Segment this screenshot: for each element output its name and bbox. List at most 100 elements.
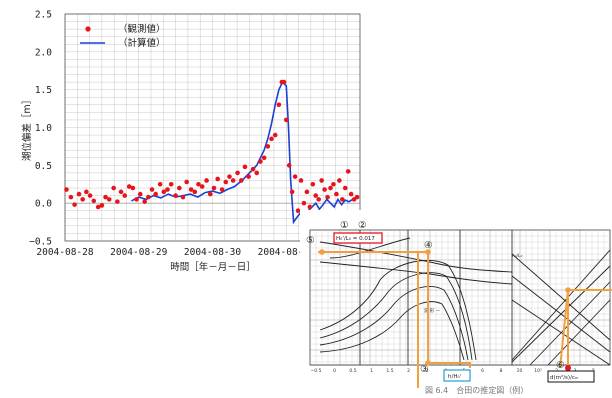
y-tick-label: 0.5 (35, 161, 52, 172)
observed-point (122, 193, 128, 198)
red-parameter-text: H₀'/L₀ = 0.017 (336, 236, 375, 242)
nomogram-curve (319, 272, 473, 361)
observed-point (173, 193, 178, 198)
observed-point (328, 185, 333, 191)
nomogram-curve (511, 299, 611, 366)
callout-1: ① (340, 220, 349, 231)
observed-point (254, 170, 260, 176)
guide-point-3 (425, 360, 431, 366)
nomogram-x-tick: 10 (517, 368, 523, 374)
nomogram-curve (511, 249, 611, 361)
observed-point (295, 208, 301, 214)
guide-point-6 (565, 365, 571, 371)
nomogram-curve (529, 281, 611, 366)
y-tick-label: 2.0 (35, 47, 52, 58)
observed-point (223, 179, 229, 185)
observed-point (111, 185, 116, 191)
observed-point (331, 181, 336, 187)
observed-point (106, 197, 112, 202)
observed-point (340, 197, 345, 202)
blue-parameter-text: h/H₀' (448, 374, 461, 380)
observed-point (72, 202, 77, 207)
observed-point (238, 178, 244, 183)
observed-point (91, 198, 97, 204)
observed-point (146, 194, 151, 200)
nomogram-curves (319, 237, 611, 366)
observed-point (301, 200, 307, 206)
observed-point (322, 187, 327, 192)
x-tick-label: 2004-08-28 (36, 247, 93, 258)
observed-point (161, 189, 167, 195)
callout-5: ⑤ (306, 235, 315, 246)
chart-legend: （観測値） （計算値） (80, 23, 166, 49)
observed-point (261, 155, 267, 161)
observed-point (281, 79, 287, 85)
observed-point (337, 178, 342, 183)
observed-point (137, 191, 143, 197)
guide-point-4 (425, 249, 431, 255)
nomogram-x-tick: −0.5 (311, 368, 322, 374)
observed-point (292, 174, 298, 179)
observed-point (168, 181, 174, 187)
observed-point (354, 194, 360, 200)
nomogram-hint-label: h₀/L₀ (512, 253, 523, 259)
observed-point (298, 178, 304, 183)
y-tick-label: 2.5 (35, 10, 52, 21)
observed-point (316, 197, 322, 202)
legend-label-observed: （観測値） (118, 23, 166, 35)
observed-point (142, 199, 147, 204)
observed-point (192, 189, 198, 195)
observed-point (118, 189, 124, 195)
observed-point (126, 184, 132, 189)
nomogram-hint-label-2: 波 形 — (424, 307, 441, 314)
observed-point (207, 191, 213, 197)
observed-point (157, 181, 163, 187)
observed-point (345, 169, 351, 174)
observed-point (342, 185, 348, 191)
observed-point (230, 178, 236, 183)
legend-label-calculated: （計算値） (118, 37, 166, 49)
y-tick-label: 1.5 (35, 85, 52, 96)
observed-point (304, 189, 310, 195)
legend-marker-observed (85, 26, 91, 32)
y-tick-label: 1.0 (35, 123, 52, 134)
guide-point-right (565, 287, 571, 293)
observed-point (204, 178, 209, 183)
nomogram-x-tick: 0 (333, 368, 336, 374)
callout-6: ⑥ (556, 360, 565, 371)
y-axis-label: 潮位偏差［m］ (21, 95, 33, 161)
nomogram-x-tick: 6 (481, 368, 484, 374)
guide-point-5 (319, 249, 325, 255)
y-axis-ticks: −0.5 0.0 0.5 1.0 1.5 2.0 2.5 (29, 10, 52, 248)
observed-point (265, 144, 271, 149)
observed-point (177, 185, 182, 191)
observed-point (76, 191, 82, 197)
observed-point (334, 191, 339, 197)
observed-point (180, 194, 186, 200)
observed-point (84, 189, 89, 195)
x-tick-label: 2004-08-30 (184, 247, 241, 258)
blue-parameter-box (443, 369, 471, 382)
observed-point (258, 159, 263, 164)
observed-point (242, 164, 248, 170)
observed-point (325, 194, 330, 200)
x-axis-label: 時間［年－月－日］ (170, 261, 256, 273)
observed-point (80, 197, 85, 202)
observed-point (149, 187, 155, 192)
x-tick-label: 2004-08-31 (258, 247, 315, 258)
y-tick-label: −0.5 (29, 237, 52, 248)
nomogram-curve (329, 237, 411, 259)
observed-point (307, 204, 313, 210)
observed-point (215, 176, 220, 182)
observed-point (289, 189, 295, 195)
nomogram-curve (319, 241, 513, 273)
figure-caption: 図 6.4 合田の推定図（例） (425, 385, 528, 395)
observed-point (211, 185, 217, 191)
observed-point (199, 184, 205, 189)
observed-point (95, 204, 101, 210)
observed-point (286, 163, 292, 168)
callout-2: ② (358, 220, 367, 231)
observed-point (219, 187, 225, 192)
nomogram-curve (511, 253, 611, 341)
